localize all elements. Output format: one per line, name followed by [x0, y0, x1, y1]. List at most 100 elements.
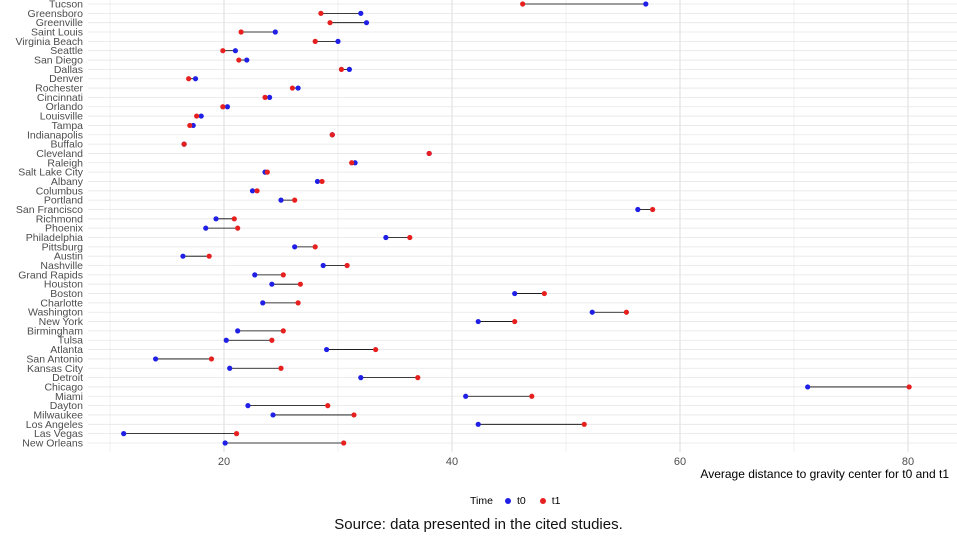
point-t1	[231, 216, 237, 222]
y-tick-label: Denver	[49, 73, 83, 85]
point-t1	[319, 178, 325, 185]
point-t1	[312, 244, 318, 250]
point-t1	[325, 403, 331, 409]
point-t1	[254, 188, 260, 194]
legend-t1-label: t1	[551, 495, 561, 507]
y-tick-label: Austin	[54, 251, 83, 263]
y-tick-label: Portland	[44, 195, 83, 207]
point-t0	[475, 421, 481, 427]
point-t0	[358, 375, 364, 381]
y-tick-label: Washington	[28, 307, 83, 319]
point-t1	[341, 440, 347, 446]
point-t1	[318, 10, 324, 16]
point-t1	[520, 1, 526, 7]
y-tick-label: Pittsburg	[42, 241, 84, 253]
y-tick-label: Orlando	[46, 101, 84, 113]
connector-lines	[123, 3, 910, 444]
point-t0	[244, 57, 250, 63]
point-t1	[373, 346, 379, 353]
point-t1	[235, 225, 241, 231]
point-t0	[346, 66, 352, 72]
point-t1	[295, 300, 301, 306]
point-t1	[349, 160, 355, 166]
y-tick-label: San Francisco	[16, 204, 83, 216]
y-tick-label: Dallas	[54, 64, 83, 76]
legend-t0-swatch	[504, 498, 511, 504]
point-t0	[227, 365, 233, 371]
y-tick-label: Kansas City	[27, 363, 84, 375]
point-t1	[187, 122, 193, 129]
point-t1	[206, 253, 212, 259]
x-tick-label: 60	[674, 456, 686, 468]
point-t1	[541, 290, 547, 297]
y-tick-label: Phoenix	[45, 223, 84, 235]
point-t0	[198, 113, 204, 119]
y-tick-label: Buffalo	[51, 139, 84, 151]
point-t0	[324, 346, 330, 353]
y-tick-label: Las Vegas	[34, 428, 83, 440]
y-tick-label: Greenville	[36, 17, 83, 29]
point-t0	[224, 104, 231, 110]
y-tick-label: Dayton	[50, 400, 83, 412]
point-t1	[194, 113, 200, 119]
y-tick-label: Saint Louis	[31, 27, 83, 39]
x-axis-labels: 20 40 60 80	[218, 456, 914, 468]
point-t1	[280, 272, 286, 278]
point-t0	[335, 38, 341, 44]
y-tick-label: Tulsa	[58, 335, 83, 347]
legend: Time t0 t1	[470, 495, 560, 507]
y-tick-label: Houston	[44, 279, 83, 291]
y-tick-label: Chicago	[44, 381, 83, 393]
point-t0	[363, 20, 370, 26]
point-t0	[223, 337, 229, 343]
point-t1	[344, 262, 350, 269]
x-tick-label: 40	[446, 456, 458, 468]
x-tick-label: 80	[902, 456, 914, 468]
legend-t1-swatch	[539, 498, 546, 504]
point-t0	[320, 262, 326, 269]
point-t1	[220, 104, 226, 110]
y-tick-label: New Orleans	[22, 437, 83, 449]
legend-t0-label: t0	[516, 495, 526, 507]
y-tick-label: Boston	[50, 288, 83, 300]
point-t1	[208, 356, 215, 362]
point-t0	[203, 225, 209, 231]
point-t1	[264, 169, 270, 175]
y-tick-label: Detroit	[52, 372, 83, 384]
point-t0	[643, 1, 649, 7]
point-t0	[295, 85, 301, 91]
point-t0	[358, 10, 364, 16]
point-t1	[233, 431, 240, 437]
point-t0	[269, 281, 275, 287]
point-t1	[407, 234, 413, 241]
point-t1	[415, 375, 421, 381]
point-t0	[267, 94, 273, 100]
y-tick-label: Columbus	[36, 185, 83, 197]
y-tick-label: Nashville	[40, 260, 83, 272]
point-t1	[351, 412, 357, 418]
point-t0	[213, 216, 219, 222]
y-tick-label: Cleveland	[36, 148, 83, 160]
y-tick-label: Albany	[51, 176, 84, 188]
x-tick-label: 20	[218, 456, 230, 468]
x-axis-title: Average distance to gravity center for t…	[700, 467, 949, 481]
point-t0	[222, 440, 228, 446]
y-tick-label: Los Angeles	[26, 419, 83, 431]
y-tick-label: Atlanta	[50, 344, 83, 356]
source-caption: Source: data presented in the cited stud…	[334, 516, 623, 533]
y-tick-label: Indianapolis	[27, 129, 83, 141]
y-tick-label: Birmingham	[27, 325, 83, 337]
y-tick-label: Seattle	[50, 45, 83, 57]
point-t0	[512, 290, 518, 297]
y-tick-label: Richmond	[36, 213, 83, 225]
point-t0	[249, 188, 256, 194]
point-t0	[192, 76, 199, 82]
y-tick-label: Salt Lake City	[18, 167, 84, 179]
point-t1	[289, 85, 295, 91]
point-t0	[180, 253, 186, 259]
y-tick-label: Virginia Beach	[15, 36, 83, 48]
point-t0	[805, 384, 811, 390]
point-t0	[314, 178, 321, 185]
